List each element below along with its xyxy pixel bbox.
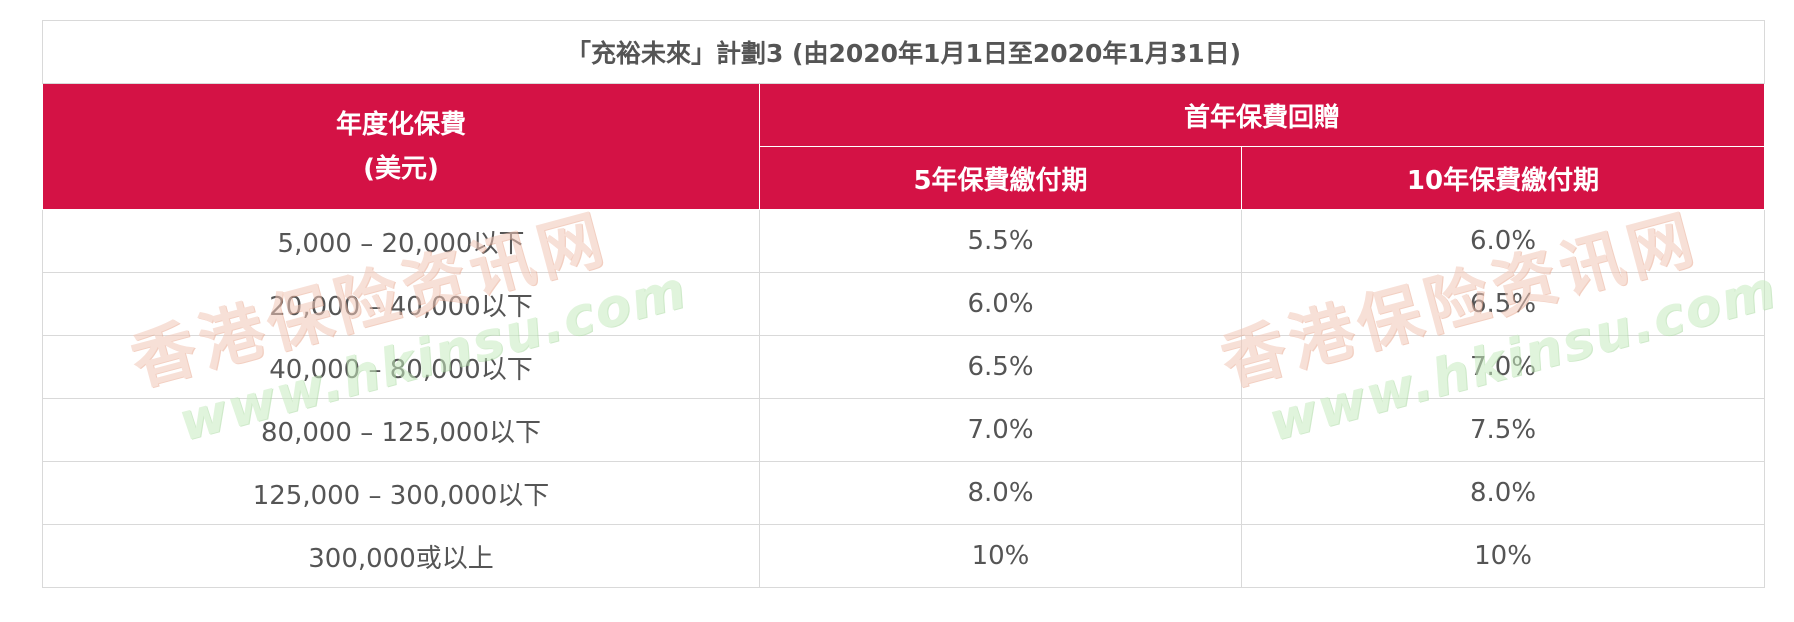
rebate-10yr-cell: 7.0% (1240, 335, 1766, 399)
table-row: 20,000 – 40,000以下 6.0% 6.5% (42, 272, 1766, 336)
header-10yr-payment-term: 10年保費繳付期 (1240, 146, 1766, 210)
rebate-5yr-cell: 8.0% (759, 461, 1242, 525)
header-premium-label: 年度化保費 (335, 109, 466, 140)
premium-range-cell: 40,000 – 80,000以下 (42, 335, 760, 399)
rebate-5yr-cell: 6.5% (759, 335, 1242, 399)
table-title: 「充裕未來」計劃3 (由2020年1月1日至2020年1月31日) (41, 20, 1766, 84)
table-row: 40,000 – 80,000以下 6.5% 7.0% (42, 335, 1766, 399)
rebate-10yr-cell: 6.5% (1240, 272, 1766, 336)
premium-rebate-table: 「充裕未來」計劃3 (由2020年1月1日至2020年1月31日) 年度化保費 … (41, 20, 1766, 588)
table-row: 300,000或以上 10% 10% (42, 524, 1766, 588)
premium-range-cell: 80,000 – 125,000以下 (42, 398, 760, 462)
premium-range-cell: 300,000或以上 (42, 524, 760, 588)
rebate-10yr-cell: 10% (1240, 524, 1766, 588)
rate-table-container: 「充裕未來」計劃3 (由2020年1月1日至2020年1月31日) 年度化保費 … (41, 20, 1766, 588)
rebate-10yr-cell: 6.0% (1240, 209, 1766, 273)
rebate-5yr-cell: 6.0% (759, 272, 1242, 336)
premium-range-cell: 5,000 – 20,000以下 (42, 209, 760, 273)
header-first-year-rebate: 首年保費回贈 (758, 83, 1766, 147)
premium-range-cell: 125,000 – 300,000以下 (42, 461, 760, 525)
header-currency-label: (美元) (363, 153, 439, 184)
table-row: 80,000 – 125,000以下 7.0% 7.5% (42, 398, 1766, 462)
header-5yr-payment-term: 5年保費繳付期 (759, 146, 1242, 210)
rebate-5yr-cell: 7.0% (759, 398, 1242, 462)
rebate-10yr-cell: 8.0% (1240, 461, 1766, 525)
rebate-5yr-cell: 5.5% (759, 209, 1242, 273)
rebate-5yr-cell: 10% (759, 524, 1242, 588)
rebate-10yr-cell: 7.5% (1240, 398, 1766, 462)
premium-range-cell: 20,000 – 40,000以下 (42, 272, 760, 336)
header-annualized-premium: 年度化保費 (美元) (42, 83, 760, 210)
table-row: 5,000 – 20,000以下 5.5% 6.0% (42, 209, 1766, 273)
table-row: 125,000 – 300,000以下 8.0% 8.0% (42, 461, 1766, 525)
